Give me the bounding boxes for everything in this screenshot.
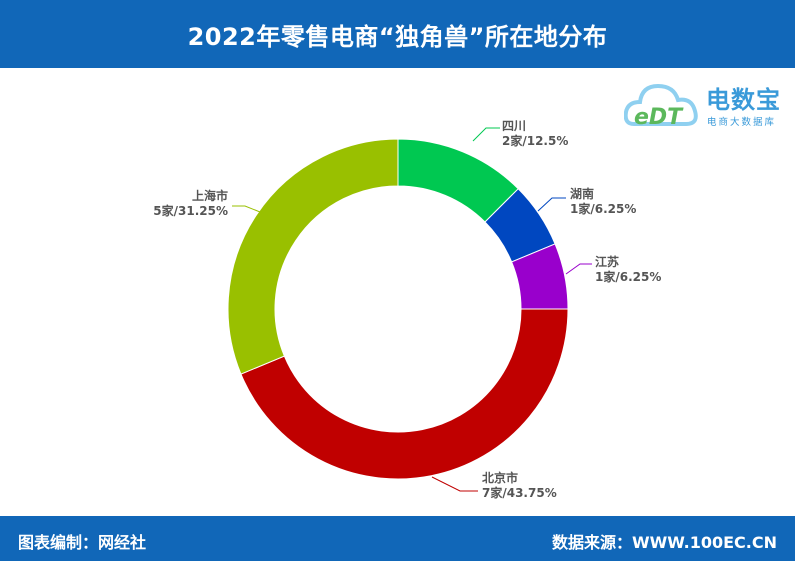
leader-line-2 xyxy=(537,197,566,212)
footer-bar: 图表编制：网经社 数据来源：WWW.100EC.CN xyxy=(0,516,795,561)
donut-chart: 四川2家/12.5%湖南1家/6.25%江苏1家/6.25%北京市7家/43.7… xyxy=(153,119,661,500)
chart-title: 2022年零售电商“独角兽”所在地分布 xyxy=(187,22,608,51)
footer-source: 数据来源：WWW.100EC.CN xyxy=(551,533,777,552)
header-bar: 2022年零售电商“独角兽”所在地分布 xyxy=(0,0,795,68)
logo-name: 电数宝 xyxy=(706,86,781,114)
leader-line-3 xyxy=(565,263,592,275)
logo-mark: eDT xyxy=(634,105,684,130)
leader-line-1 xyxy=(472,127,500,142)
cloud-icon: eDT xyxy=(623,83,698,130)
brand-logo: eDT 电数宝 电商大数据库 xyxy=(623,74,792,136)
footer-credit: 图表编制：网经社 xyxy=(18,533,147,552)
slice-label-value: 1家/6.25% xyxy=(595,269,661,284)
slice-label-name: 上海市 xyxy=(192,188,228,203)
slice-label-value: 2家/12.5% xyxy=(502,133,568,148)
slice-5 xyxy=(227,138,399,375)
slice-label-name: 北京市 xyxy=(482,470,518,485)
slice-4 xyxy=(240,308,569,480)
logo-subtitle: 电商大数据库 xyxy=(707,117,777,128)
slice-label-name: 江苏 xyxy=(595,254,619,269)
slice-label-value: 1家/6.25% xyxy=(570,201,636,216)
slice-label-value: 7家/43.75% xyxy=(482,485,557,500)
leader-line-4 xyxy=(431,476,478,492)
slice-label-name: 湖南 xyxy=(570,186,594,201)
leader-line-5 xyxy=(232,205,271,217)
slice-label-value: 5家/31.25% xyxy=(153,203,228,218)
slice-label-name: 四川 xyxy=(502,119,526,133)
